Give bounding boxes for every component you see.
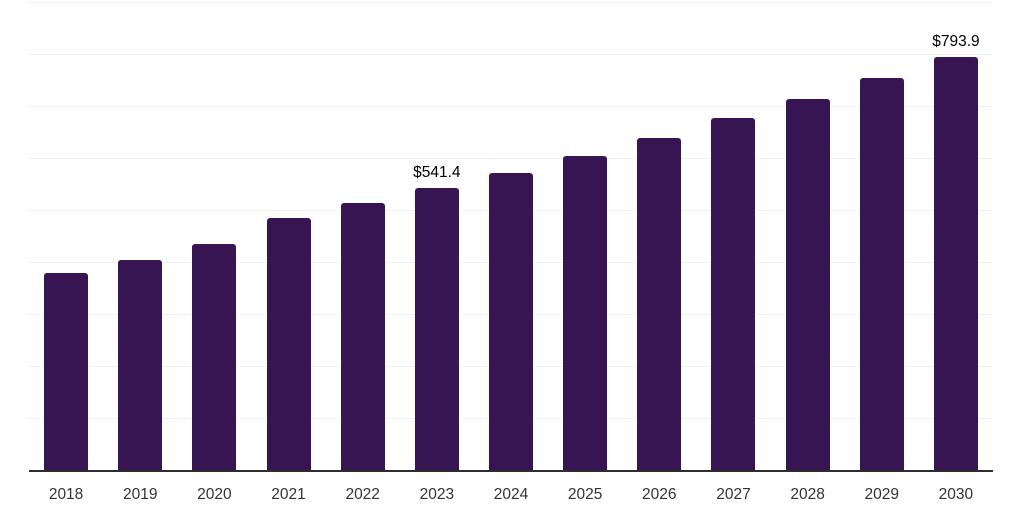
x-tick-label-2018: 2018 — [48, 486, 84, 503]
x-tick-label-2021: 2021 — [271, 486, 306, 503]
x-tick-label-2030: 2030 — [938, 486, 974, 503]
x-tick-label-2019: 2019 — [122, 486, 158, 503]
x-tick-label-2027: 2027 — [716, 486, 751, 503]
x-tick-label-2020: 2020 — [197, 486, 232, 503]
bar-2023[interactable] — [414, 188, 459, 470]
value-label-2023: $541.4 — [413, 164, 461, 182]
value-label-2030: $793.9 — [932, 33, 980, 51]
x-tick-label-2022: 2022 — [345, 486, 380, 503]
x-axis-line — [29, 470, 993, 472]
bar-2020[interactable] — [192, 243, 237, 470]
bar-2024[interactable] — [489, 173, 533, 470]
gridline-800 — [29, 54, 993, 55]
bar-2028[interactable] — [785, 98, 830, 470]
bar-2025[interactable] — [563, 155, 608, 470]
x-tick-label-2028: 2028 — [790, 486, 825, 503]
gridline-700 — [29, 106, 993, 107]
x-tick-label-2029: 2029 — [864, 486, 900, 503]
x-tick-label-2024: 2024 — [493, 486, 529, 503]
bar-2018[interactable] — [44, 272, 89, 470]
x-tick-label-2026: 2026 — [642, 486, 677, 503]
gridline-600 — [29, 158, 993, 159]
bar-2026[interactable] — [637, 137, 682, 470]
bar-2029[interactable] — [859, 78, 904, 470]
bar-2030[interactable] — [933, 57, 978, 470]
x-tick-label-2025: 2025 — [567, 486, 603, 503]
bar-2027[interactable] — [711, 118, 756, 470]
bar-2019[interactable] — [118, 260, 163, 470]
bar-2021[interactable] — [266, 217, 311, 470]
bar-2022[interactable] — [340, 203, 385, 470]
gridline-900 — [29, 2, 993, 3]
x-tick-label-2023: 2023 — [419, 486, 455, 503]
